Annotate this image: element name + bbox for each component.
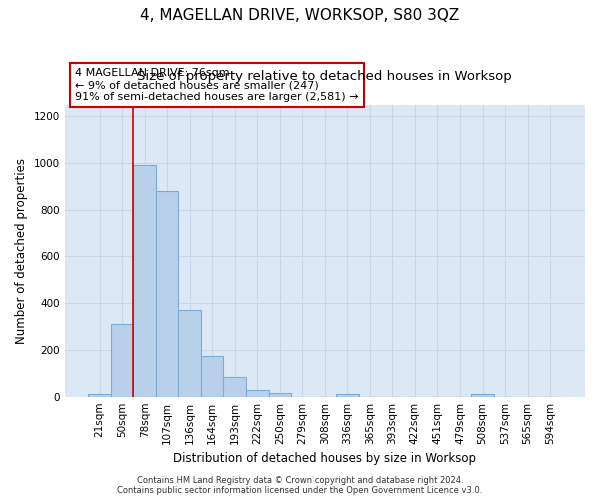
Bar [471,394,494,396]
Y-axis label: Number of detached properties: Number of detached properties [15,158,28,344]
Bar [223,377,246,396]
Text: 4, MAGELLAN DRIVE, WORKSOP, S80 3QZ: 4, MAGELLAN DRIVE, WORKSOP, S80 3QZ [140,8,460,22]
Text: 4 MAGELLAN DRIVE: 76sqm
← 9% of detached houses are smaller (247)
91% of semi-de: 4 MAGELLAN DRIVE: 76sqm ← 9% of detached… [75,68,359,102]
Bar [178,310,201,396]
Bar [88,394,111,396]
Bar [201,356,223,397]
Bar [269,393,291,396]
Bar [133,166,156,396]
Bar [336,394,359,396]
Bar [246,390,269,396]
X-axis label: Distribution of detached houses by size in Worksop: Distribution of detached houses by size … [173,452,476,465]
Bar [111,324,133,396]
Text: Contains HM Land Registry data © Crown copyright and database right 2024.
Contai: Contains HM Land Registry data © Crown c… [118,476,482,495]
Title: Size of property relative to detached houses in Worksop: Size of property relative to detached ho… [137,70,512,82]
Bar [156,191,178,396]
